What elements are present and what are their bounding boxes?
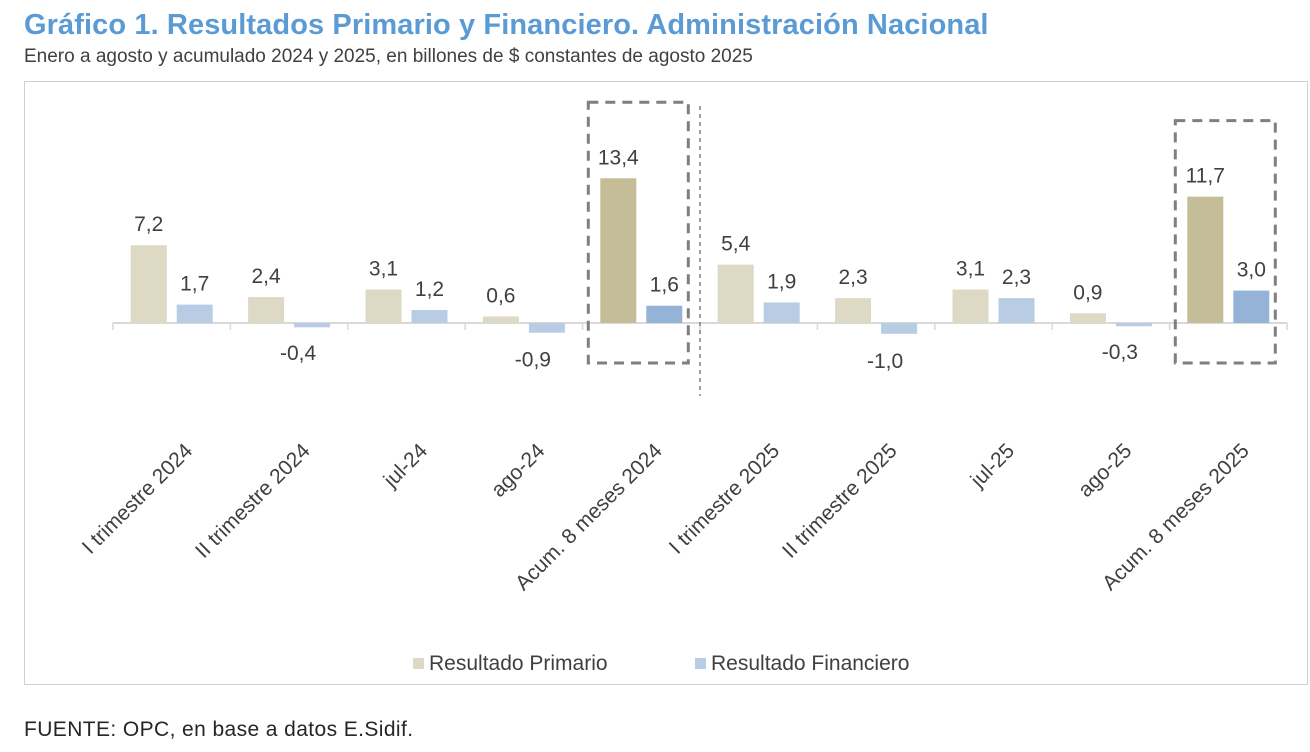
bar-financiero-9 [1233, 290, 1270, 323]
category-label-5: I trimestre 2025 [665, 439, 784, 558]
data-label-financiero-5: 1,9 [767, 270, 796, 293]
data-label-financiero-9: 3,0 [1237, 259, 1266, 282]
category-label-8: ago-25 [1074, 439, 1137, 502]
bar-primario-7 [952, 289, 989, 323]
bar-primario-5 [717, 264, 754, 323]
highlight-box-9 [1173, 119, 1277, 365]
data-label-financiero-0: 1,7 [180, 273, 209, 296]
category-label-6: II trimestre 2025 [778, 439, 902, 563]
legend-swatch-financiero [695, 658, 706, 669]
data-label-financiero-3: -0,9 [515, 349, 551, 372]
data-label-financiero-7: 2,3 [1002, 266, 1031, 289]
data-label-primario-6: 2,3 [838, 266, 867, 289]
legend-label-primario: Resultado Primario [429, 652, 608, 675]
chart-title: Gráfico 1. Resultados Primario y Financi… [24, 9, 989, 41]
data-label-primario-2: 3,1 [369, 258, 398, 281]
bar-primario-3 [482, 316, 519, 323]
bar-financiero-6 [881, 323, 918, 334]
bar-financiero-3 [528, 323, 565, 333]
data-label-primario-4: 13,4 [598, 146, 639, 169]
bar-primario-9 [1187, 196, 1224, 323]
highlight-box-4 [586, 100, 690, 365]
data-label-financiero-1: -0,4 [280, 342, 317, 365]
bar-primario-0 [130, 245, 167, 323]
bar-primario-2 [365, 289, 402, 323]
bar-primario-6 [835, 298, 872, 323]
category-label-1: II trimestre 2024 [191, 439, 315, 563]
data-label-financiero-4: 1,6 [650, 274, 679, 297]
data-label-primario-8: 0,9 [1073, 281, 1102, 304]
data-label-primario-5: 5,4 [721, 233, 751, 256]
data-label-primario-0: 7,2 [134, 213, 163, 236]
legend-label-financiero: Resultado Financiero [711, 652, 909, 675]
data-label-primario-9: 11,7 [1186, 165, 1225, 188]
bar-financiero-2 [411, 310, 448, 323]
bar-financiero-0 [176, 304, 213, 323]
data-label-primario-7: 3,1 [956, 258, 985, 281]
bar-financiero-7 [998, 298, 1035, 323]
category-label-3: ago-24 [487, 439, 550, 502]
bar-financiero-8 [1115, 323, 1152, 327]
bar-financiero-5 [763, 302, 800, 323]
bar-primario-4 [600, 178, 637, 323]
data-label-primario-1: 2,4 [251, 265, 281, 288]
bar-primario-1 [248, 297, 285, 323]
category-label-0: I trimestre 2024 [78, 439, 198, 559]
bar-financiero-1 [294, 323, 331, 328]
data-label-financiero-2: 1,2 [415, 278, 444, 301]
data-label-primario-3: 0,6 [486, 285, 515, 308]
category-label-2: jul-24 [379, 439, 433, 493]
source-note: FUENTE: OPC, en base a datos E.Sidif. [24, 718, 414, 741]
data-label-financiero-8: -0,3 [1102, 341, 1138, 364]
bar-primario-8 [1069, 313, 1106, 323]
category-label-7: jul-25 [966, 439, 1019, 492]
bar-financiero-4 [646, 305, 683, 323]
legend-swatch-primario [413, 658, 424, 669]
chart-subtitle: Enero a agosto y acumulado 2024 y 2025, … [24, 46, 753, 67]
chart-frame [24, 81, 1308, 685]
data-label-financiero-6: -1,0 [867, 350, 903, 373]
